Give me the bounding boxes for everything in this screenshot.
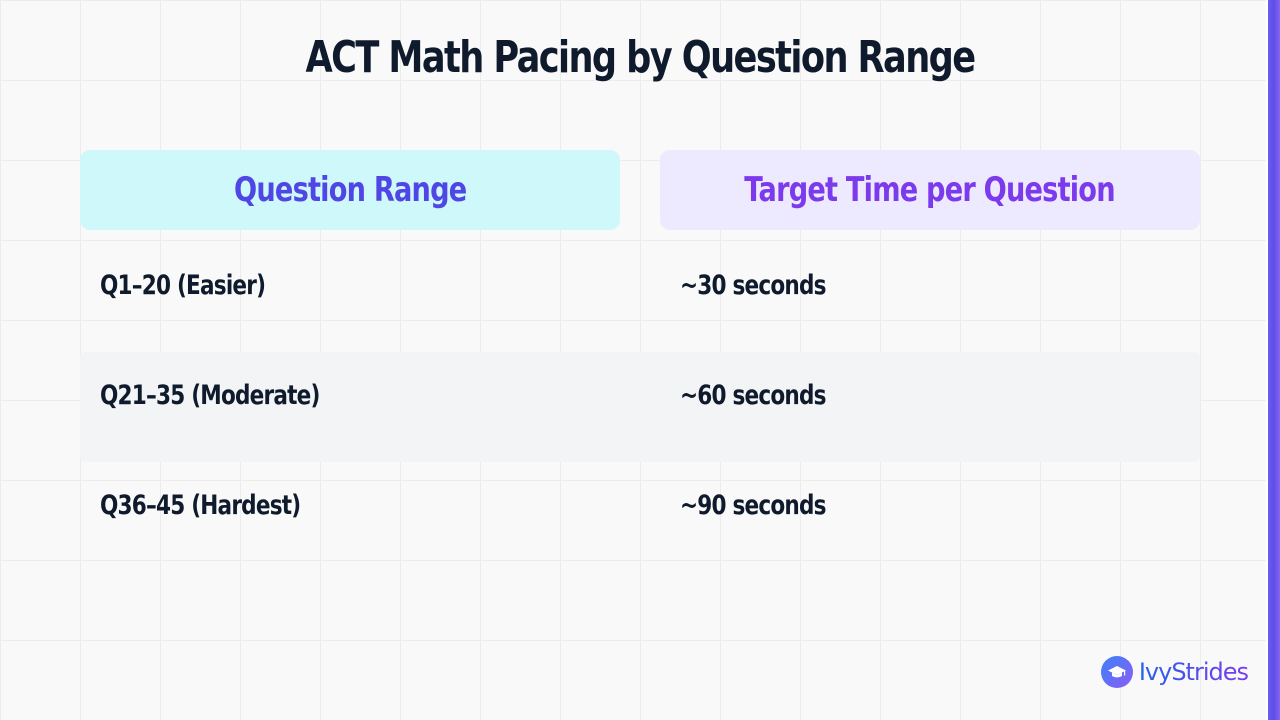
brand-name: IvyStrides [1138,658,1249,686]
column-header-label: Question Range [233,170,467,210]
page-title: ACT Math Pacing by Question Range [305,32,976,83]
column-header-target-time: Target Time per Question [660,150,1200,230]
question-range-cell: Q1–20 (Easier) [100,270,266,301]
target-time-cell: ~30 seconds [680,270,827,301]
table-row: Q36–45 (Hardest) ~90 seconds [80,462,1200,572]
question-range-cell: Q36–45 (Hardest) [100,490,301,521]
graduation-cap-icon [1100,656,1133,688]
target-time-cell: ~60 seconds [680,380,827,411]
column-header-label: Target Time per Question [744,170,1116,210]
question-range-cell: Q21–35 (Moderate) [100,380,320,411]
target-time-cell: ~90 seconds [680,490,827,521]
right-accent-bar [1266,0,1280,720]
brand-logo-lockup: IvyStrides [1100,656,1249,688]
table-row: Q21–35 (Moderate) ~60 seconds [80,352,1200,462]
column-header-question-range: Question Range [80,150,620,230]
table-row: Q1–20 (Easier) ~30 seconds [80,242,1200,352]
